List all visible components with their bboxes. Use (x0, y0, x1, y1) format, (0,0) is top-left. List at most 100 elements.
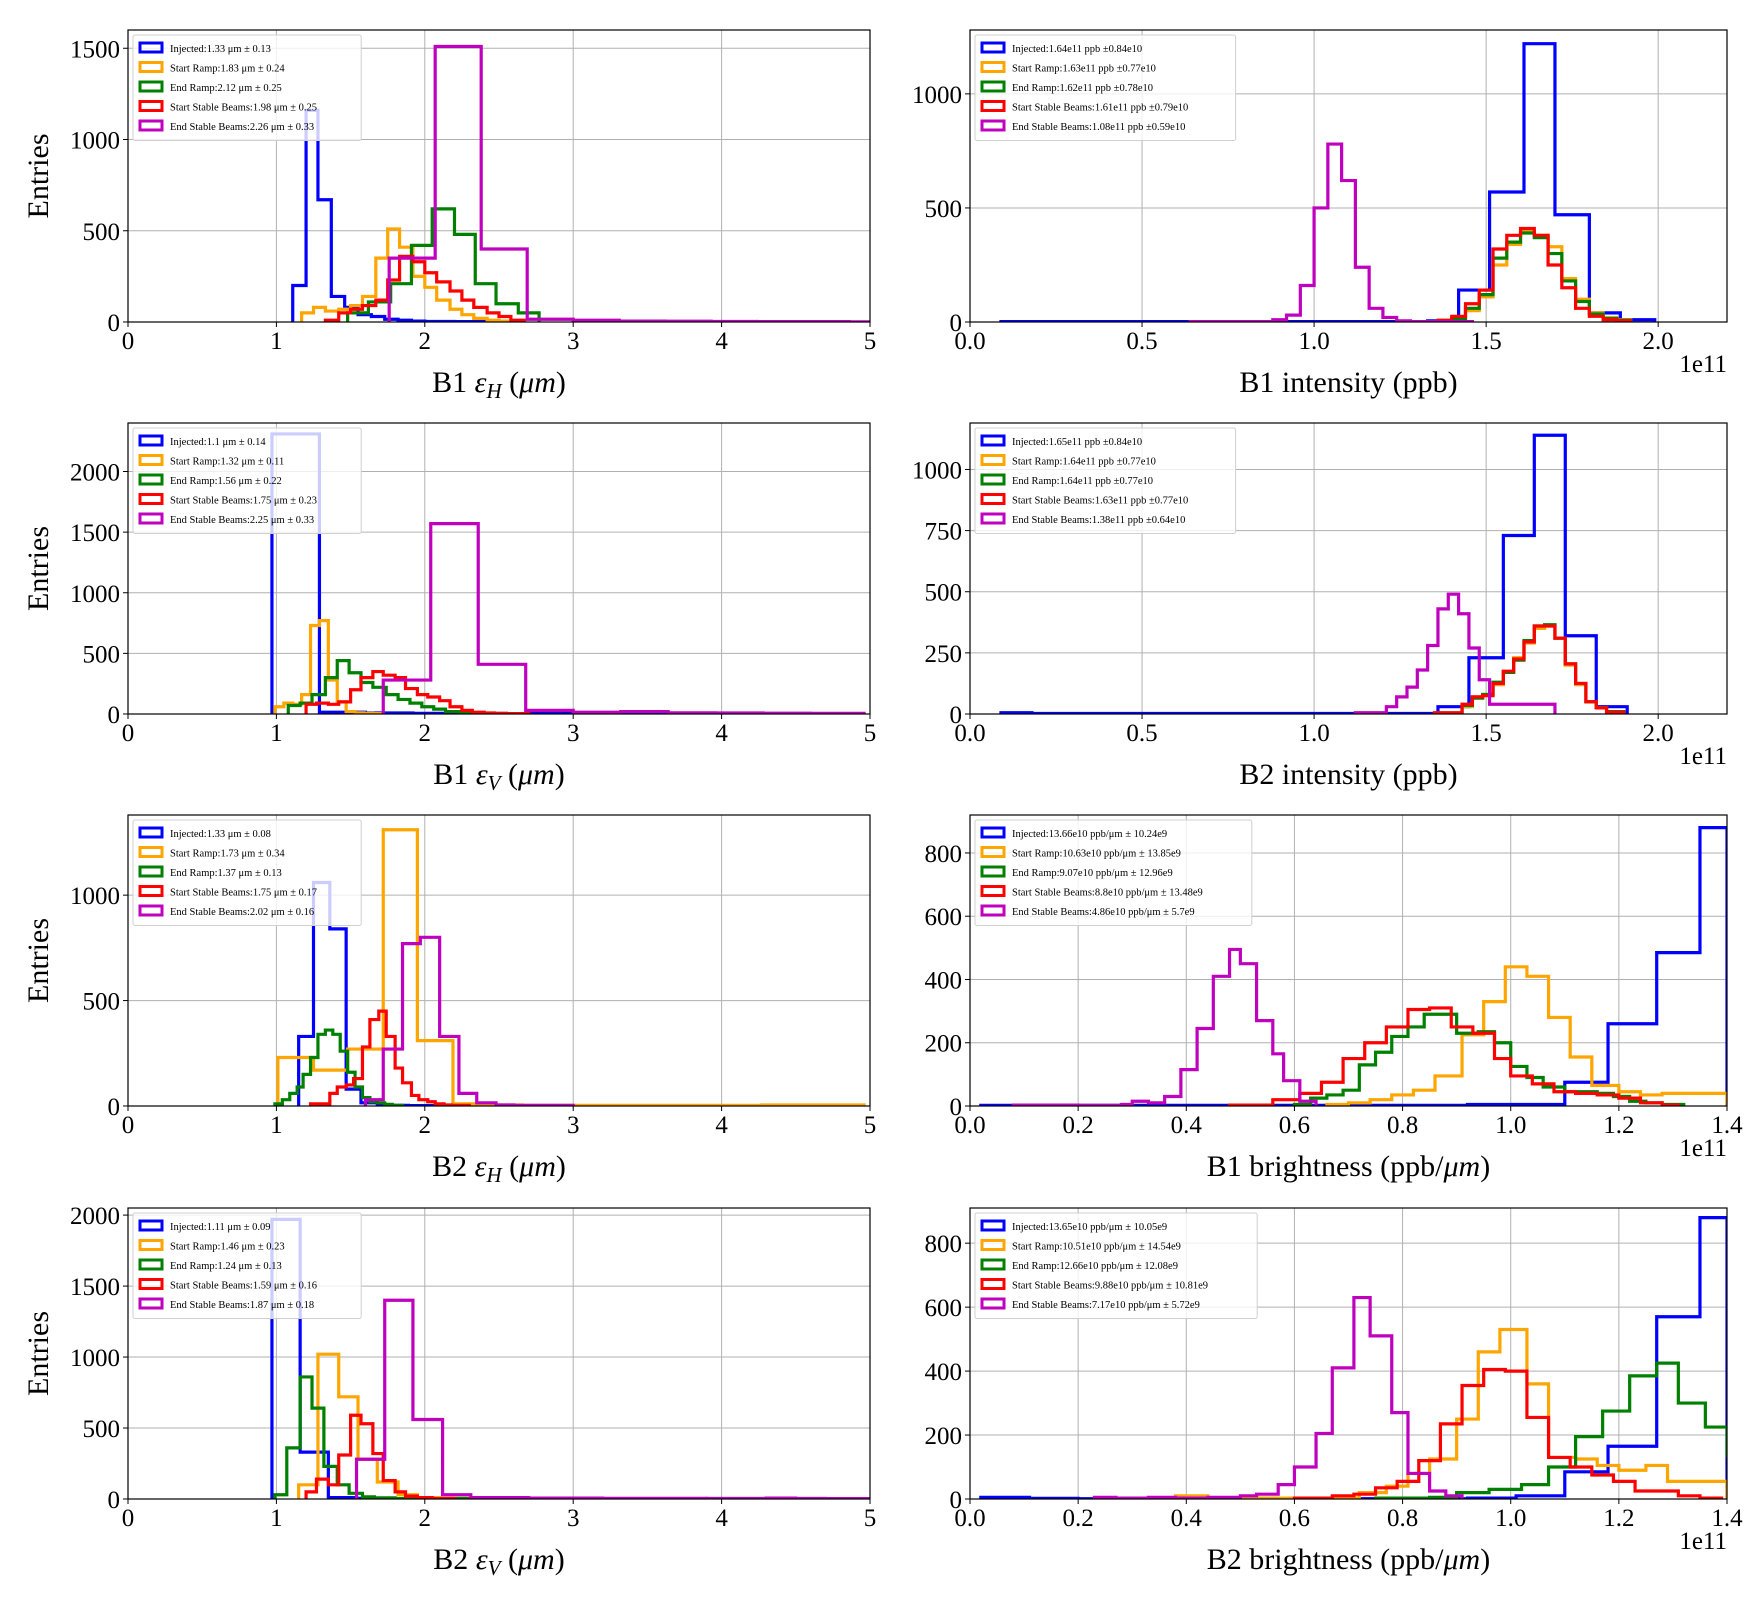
legend-box (974, 1212, 1258, 1319)
legend-item: End Ramp:1.64e11 ppb ±0.77e10 (980, 473, 1153, 487)
legend-label: End Ramp:1.64e11 ppb ±0.77e10 (1012, 476, 1153, 487)
x-tick-label: 1.4 (1711, 1112, 1743, 1139)
legend-label: Injected:13.65e10 ppb/μm ± 10.05e9 (1012, 1222, 1167, 1233)
x-tick-label: 0.4 (1171, 1112, 1203, 1139)
x-tick-label: 2 (419, 1112, 432, 1139)
x-tick-label: 0.2 (1063, 1112, 1094, 1139)
legend-item: Injected:1.11 μm ± 0.09 (138, 1219, 271, 1233)
legend-label: End Stable Beams:1.38e11 ppb ±0.64e10 (1012, 515, 1185, 526)
legend-item: Injected:1.33 μm ± 0.13 (138, 41, 271, 55)
x-tick-label: 0.6 (1279, 1112, 1310, 1139)
y-tick-label: 500 (925, 580, 963, 607)
legend-item: Injected:1.64e11 ppb ±0.84e10 (980, 41, 1142, 55)
y-tick-label: 0 (108, 1487, 121, 1514)
x-tick-label: 0.0 (954, 328, 985, 355)
x-tick-label: 3 (567, 1505, 580, 1532)
x-tick-label: 0.5 (1126, 328, 1157, 355)
legend-item: End Stable Beams:7.17e10 ppb/μm ± 5.72e9 (980, 1297, 1200, 1311)
legend-box (974, 819, 1253, 926)
x-tick-label: 0.8 (1387, 1505, 1418, 1532)
x-tick-label: 1.2 (1603, 1505, 1634, 1532)
y-tick-label: 500 (83, 989, 121, 1016)
legend-label: Start Stable Beams:1.75 μm ± 0.17 (170, 888, 317, 899)
histogram-end-stable-beams (1011, 947, 1318, 1106)
legend-swatch (138, 826, 164, 839)
x-tick-label: 5 (864, 720, 877, 747)
legend: Injected:1.1 μm ± 0.14 Start Ramp:1.32 μm… (132, 427, 362, 534)
legend-item: End Stable Beams:2.02 μm ± 0.16 (138, 904, 314, 918)
legend-item: Injected:1.33 μm ± 0.08 (138, 826, 271, 840)
x-tick-label: 4 (715, 720, 728, 747)
legend-swatch (138, 885, 164, 897)
histogram-start-stable-beams (304, 1413, 457, 1499)
legend-swatch (980, 846, 1006, 858)
y-tick-label: 2000 (70, 1203, 120, 1230)
legend-item: Start Stable Beams:1.59 μm ± 0.16 (138, 1278, 317, 1292)
histograms (999, 433, 1629, 714)
legend-item: End Ramp:1.24 μm ± 0.13 (138, 1258, 282, 1272)
x-tick-label: 4 (715, 328, 728, 355)
histogram-start-ramp (300, 227, 513, 322)
legend-item: Injected:13.65e10 ppb/μm ± 10.05e9 (980, 1219, 1167, 1233)
legend-item: Start Ramp:1.32 μm ± 0.11 (138, 454, 284, 468)
y-tick-label: 1000 (912, 82, 962, 109)
axes-frame (127, 814, 871, 1107)
x-tick-label: 2 (419, 328, 432, 355)
y-tick-label: 400 (925, 967, 963, 994)
legend-swatch (138, 473, 164, 486)
x-tick-label: 4 (715, 1505, 728, 1532)
legend-box (974, 34, 1237, 141)
x-tick-label: 1.5 (1471, 328, 1502, 355)
panel-b2-brightness: 0.0 0.2 0.4 0.6 0.8 1.0 1.2 1.4 0 200 400 600 800 B2 … (880, 1200, 1760, 1600)
x-axis-label: B2 εV (μm) (433, 1543, 564, 1580)
legend-label: Start Stable Beams:1.61e11 ppb ±0.79e10 (1012, 103, 1188, 114)
y-tick-label: 1500 (70, 1274, 120, 1301)
x-tick-label: 3 (567, 1112, 580, 1139)
y-tick-label: 1000 (70, 1345, 120, 1372)
y-tick-label: 1000 (70, 128, 120, 155)
legend-label: Injected:13.66e10 ppb/μm ± 10.24e9 (1012, 829, 1167, 840)
legend-label: End Stable Beams:2.25 μm ± 0.33 (170, 515, 314, 526)
legend-swatch (980, 473, 1006, 486)
legend: Injected:1.64e11 ppb ±0.84e10 Start Ramp:… (974, 34, 1237, 141)
y-tick-label: 0 (950, 1094, 963, 1121)
legend-swatch (980, 885, 1006, 897)
x-tick-label: 1.5 (1471, 720, 1502, 747)
x-axis-label: B1 brightness (ppb/μm) (1207, 1150, 1490, 1183)
legend-label: End Ramp:1.24 μm ± 0.13 (170, 1261, 282, 1272)
panel-b1-ev: 0 1 2 3 4 5 0 500 1000 1500 2000 B1 εV (μm) Entries I… (0, 400, 880, 800)
y-tick-label: 800 (925, 1231, 963, 1258)
histogram-start-stable-beams (1432, 624, 1626, 714)
legend-label: End Ramp:1.56 μm ± 0.22 (170, 476, 282, 487)
legend-label: Start Stable Beams:1.63e11 ppb ±0.77e10 (1012, 496, 1188, 507)
histogram-injected (979, 1215, 1727, 1499)
histogram-start-ramp (273, 619, 384, 714)
y-tick-label: 750 (925, 519, 963, 546)
x-axis-label: B1 εH (μm) (432, 366, 566, 400)
legend-swatch (980, 512, 1006, 525)
legend-swatch (138, 80, 164, 93)
axes-frame (127, 29, 871, 323)
x-tick-label: 1 (270, 720, 283, 747)
y-tick-label: 1000 (70, 581, 120, 608)
histogram-start-stable-beams (308, 1009, 471, 1106)
legend-label: Injected:1.33 μm ± 0.13 (170, 44, 271, 55)
legend-label: Injected:1.11 μm ± 0.09 (170, 1222, 271, 1233)
x-tick-label: 2.0 (1643, 720, 1674, 747)
legend-item: Start Ramp:10.63e10 ppb/μm ± 13.85e9 (980, 846, 1181, 860)
legend-item: Injected:13.66e10 ppb/μm ± 10.24e9 (980, 826, 1167, 840)
y-tick-label: 250 (925, 641, 963, 668)
y-tick-label: 500 (925, 196, 963, 223)
legend-item: End Stable Beams:1.08e11 ppb ±0.59e10 (980, 119, 1185, 133)
legend-swatch (138, 61, 164, 73)
x-tick-label: 2 (419, 720, 432, 747)
legend-swatch (138, 1239, 164, 1251)
x-tick-label: 1 (270, 1112, 283, 1139)
legend-swatch (980, 1239, 1006, 1251)
y-axis-label: Entries (22, 1311, 55, 1396)
legend-item: Injected:1.65e11 ppb ±0.84e10 (980, 434, 1142, 448)
y-tick-label: 200 (925, 1031, 963, 1058)
histogram-start-ramp (1173, 1327, 1727, 1499)
legend-label: Start Ramp:1.32 μm ± 0.11 (170, 457, 284, 468)
histograms (979, 1215, 1727, 1499)
